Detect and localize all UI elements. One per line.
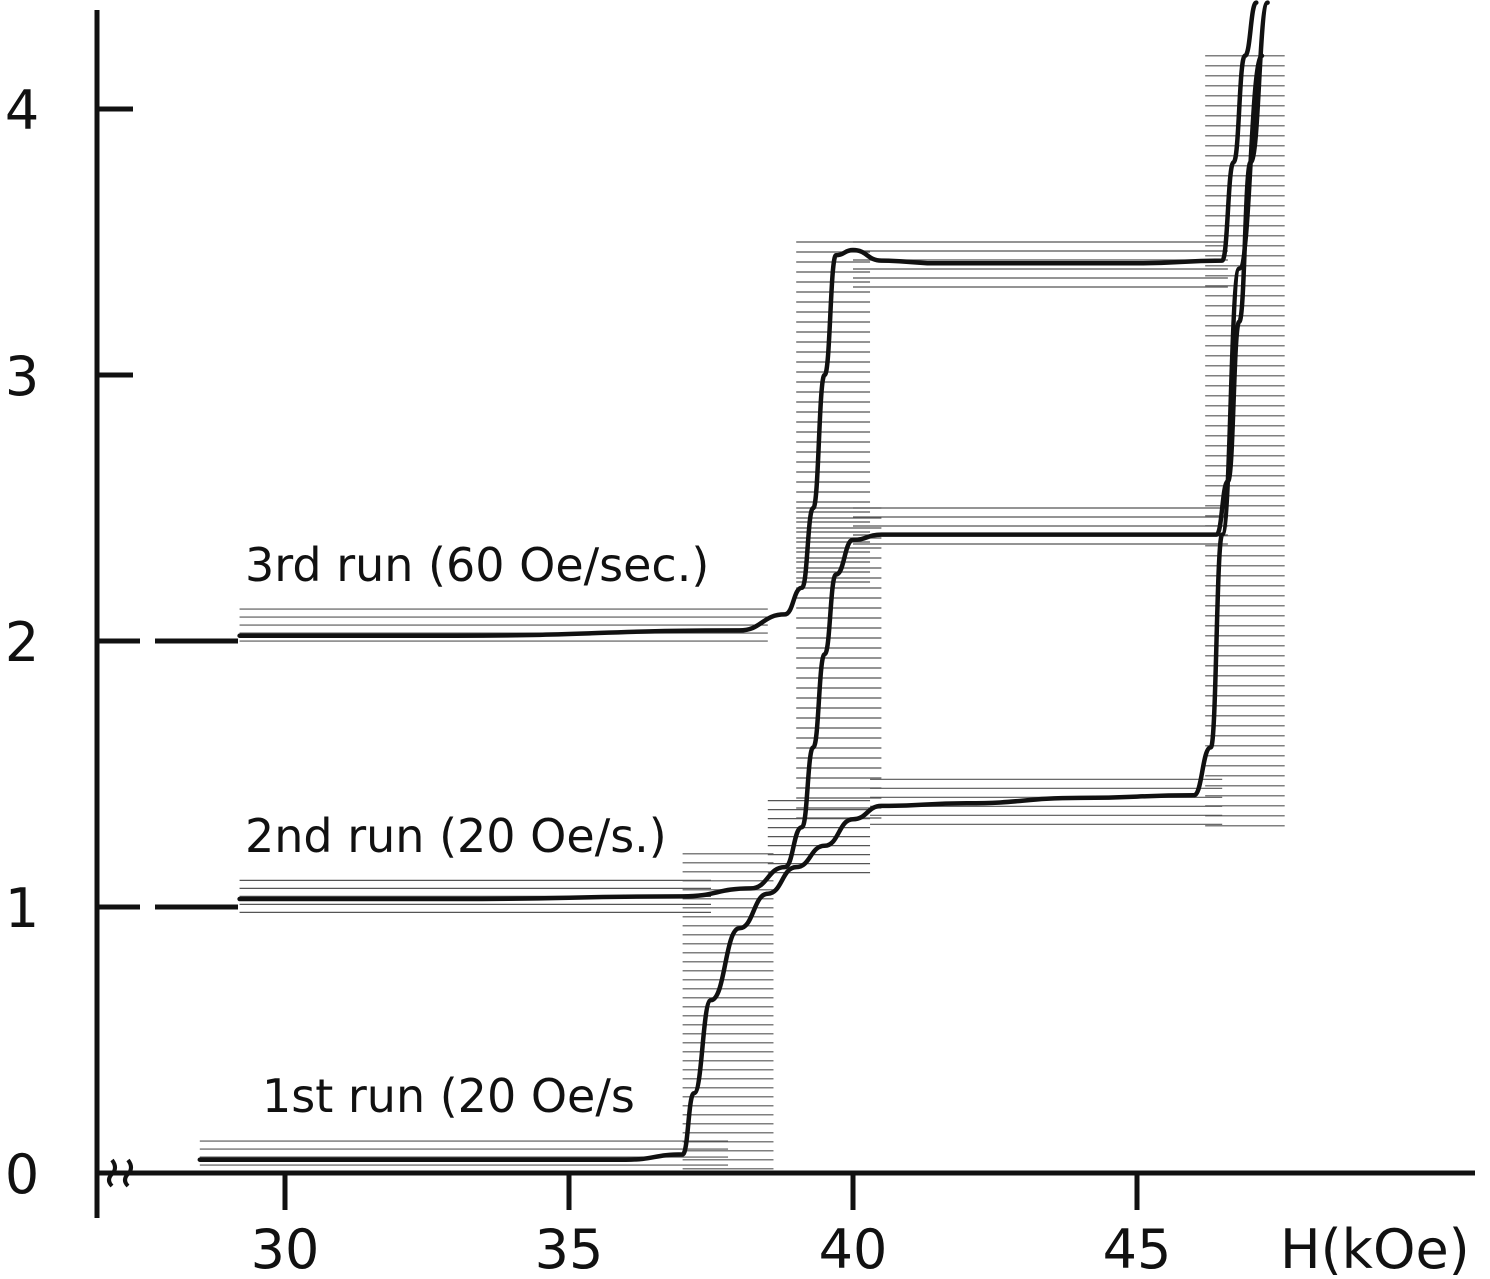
y-tick-label-4: 4 [5, 79, 39, 142]
y-tick-label-3: 3 [5, 345, 39, 408]
y-tick-label-1: 1 [5, 877, 39, 940]
x-tick-label-45: 45 [1103, 1218, 1172, 1279]
series-label-run3: 3rd run (60 Oe/sec.) [245, 538, 709, 592]
grid-strip-run1-base [199, 1140, 729, 1166]
x-tick-label-40: 40 [819, 1218, 888, 1279]
series-label-run1: 1st run (20 Oe/s [262, 1069, 635, 1123]
series-curve-run2 [237, 0, 1270, 902]
grid-strip-run1-plateau [870, 778, 1223, 825]
series-curve-run1 [197, 53, 1265, 1162]
x-tick-label-30: 30 [251, 1218, 320, 1279]
x-axis-label: H(kOe) [1280, 1218, 1470, 1279]
grid-strip-run2-base [239, 879, 711, 914]
chart-paper-grid [199, 55, 1285, 1170]
x-tick-label-35: 35 [535, 1218, 604, 1279]
series-curves [197, 0, 1270, 1162]
offset-baseline-dashes [105, 638, 238, 910]
y-tick-label-2: 2 [5, 611, 39, 674]
grid-strip-run3-plateau [853, 241, 1228, 288]
series-label-run2: 2nd run (20 Oe/s.) [245, 809, 667, 863]
series-curve-run3 [237, 0, 1259, 638]
grid-strip-run1-top [1205, 55, 1285, 827]
grid-strip-run2-plateau [853, 507, 1228, 545]
x-axis-break-mark [107, 1158, 133, 1188]
grid-strip-run1-rise [682, 853, 774, 1170]
grid-strip-run1-knee [767, 799, 871, 874]
x-axis-ticks: 30 35 40 45 [251, 1173, 1172, 1279]
y-tick-label-0: 0 [5, 1143, 39, 1206]
